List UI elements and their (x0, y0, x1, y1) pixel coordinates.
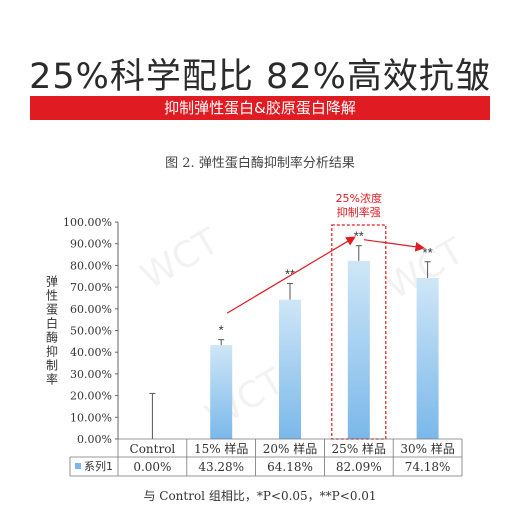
bar (279, 299, 301, 439)
y-tick-label: 100.00% (63, 216, 112, 229)
x-category-label: 20% 样品 (263, 441, 318, 456)
x-category-label: 30% 样品 (400, 441, 455, 456)
figure-caption: 图 2. 弹性蛋白酶抑制率分析结果 (165, 156, 355, 171)
watermark-text: WCT (134, 220, 227, 297)
y-tick-label: 40.00% (70, 346, 112, 359)
footnote: 与 Control 组相比，*P<0.05，**P<0.01 (143, 489, 377, 503)
y-tick-label: 60.00% (70, 303, 112, 316)
highlight-annotation: 25%浓度抑制率强 (336, 191, 382, 219)
x-category-label: Control (130, 442, 176, 456)
data-label: 82.09% (336, 460, 382, 474)
y-tick-label: 70.00% (70, 281, 112, 294)
data-label: 74.18% (405, 460, 451, 474)
headline: 25%科学配比 82%高效抗皱 (29, 57, 491, 97)
y-tick-label: 0.00% (77, 433, 112, 446)
data-label: 43.28% (198, 460, 244, 474)
x-category-label: 15% 样品 (194, 441, 249, 456)
significance-marker: ** (354, 229, 364, 244)
legend-swatch (75, 463, 81, 469)
bar (347, 260, 370, 439)
y-tick-label: 50.00% (70, 325, 112, 338)
legend-series-name: 系列1 (84, 459, 113, 473)
y-tick-label: 30.00% (70, 368, 112, 381)
y-tick-label: 80.00% (70, 259, 112, 272)
significance-marker: ** (423, 245, 433, 260)
data-label: 0.00% (133, 460, 171, 474)
y-tick-label: 90.00% (70, 238, 112, 251)
y-axis-title: 弹性蛋白酶抑制率 (46, 275, 58, 387)
significance-marker: * (219, 323, 224, 338)
trend-arrow-up (226, 236, 356, 314)
data-label: 64.18% (267, 460, 313, 474)
banner: 抑制弹性蛋白&胶原蛋白降解 (30, 96, 490, 120)
bar (416, 278, 439, 439)
y-tick-label: 10.00% (70, 411, 112, 424)
x-category-label: 25% 样品 (332, 441, 387, 456)
significance-marker: ** (285, 266, 295, 281)
trend-arrow-down (363, 239, 425, 252)
y-tick-label: 20.00% (70, 390, 112, 403)
bar (210, 345, 233, 439)
